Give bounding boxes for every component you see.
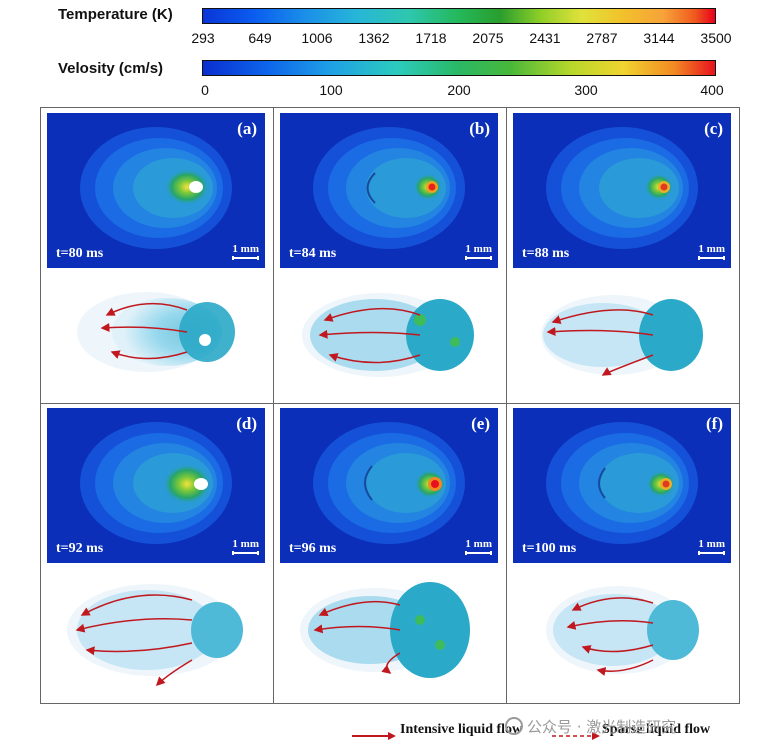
- panel-label: (a): [237, 119, 257, 138]
- watermark-text: 公众号 · 激光制造研究: [527, 718, 677, 736]
- scale-bar: 1 mm: [465, 538, 492, 555]
- temperature-panel-e: (e) t=96 ms 1 mm: [280, 408, 498, 563]
- velocity-colorbar: [202, 60, 716, 76]
- panel-time: t=96 ms: [289, 541, 337, 556]
- melt-pool-contour: [80, 127, 232, 249]
- legend-intensive-flow: Intensive liquid flow: [400, 722, 523, 737]
- scale-bar: 1 mm: [232, 243, 259, 260]
- temperature-panel-a: (a) t=80 ms 1 mm: [47, 113, 265, 268]
- scale-label: 1 mm: [698, 538, 725, 550]
- flow-field-b: [302, 293, 474, 377]
- melt-pool-contour: [546, 127, 698, 249]
- watermark: 公众号 · 激光制造研究: [505, 716, 676, 737]
- panel-time: t=88 ms: [522, 246, 570, 261]
- wechat-icon: [505, 717, 523, 735]
- scale-bar: 1 mm: [698, 538, 725, 555]
- melt-pool-contour: [80, 422, 232, 544]
- scale-label: 1 mm: [465, 538, 492, 550]
- scale-label: 1 mm: [465, 243, 492, 255]
- temperature-tick: 3500: [700, 30, 732, 46]
- panel-label: (c): [704, 119, 723, 138]
- grid-divider: [41, 403, 739, 404]
- panel-time: t=92 ms: [56, 541, 104, 556]
- temperature-tick: 1006: [301, 30, 333, 46]
- temperature-tick: 1362: [358, 30, 390, 46]
- scale-label: 1 mm: [698, 243, 725, 255]
- scale-label: 1 mm: [232, 538, 259, 550]
- melt-pool-contour: [546, 422, 698, 544]
- flow-field-c: [541, 295, 703, 376]
- panel-time: t=84 ms: [289, 246, 337, 261]
- velocity-colorbar-title: Velosity (cm/s): [58, 60, 164, 77]
- scale-bar: 1 mm: [232, 538, 259, 555]
- legend-sparse-flow: Sparse liquid flow: [602, 722, 711, 737]
- intensive-flow-arrow-icon: [352, 732, 396, 740]
- velocity-tick: 300: [574, 82, 598, 98]
- temperature-tick: 2431: [529, 30, 561, 46]
- grid-divider: [273, 108, 274, 703]
- panel-label: (b): [469, 119, 490, 138]
- scale-label: 1 mm: [232, 243, 259, 255]
- temperature-panel-f: (f) t=100 ms 1 mm: [513, 408, 731, 563]
- temperature-tick: 649: [248, 30, 272, 46]
- melt-pool-contour: [313, 127, 465, 249]
- temperature-colorbar-title: Temperature (K): [58, 6, 173, 23]
- flow-field-e: [300, 582, 470, 678]
- temperature-panel-b: (b) t=84 ms 1 mm: [280, 113, 498, 268]
- temperature-tick: 3144: [643, 30, 675, 46]
- scale-bar: 1 mm: [698, 243, 725, 260]
- panel-time: t=100 ms: [522, 541, 577, 556]
- sparse-flow-arrow-icon: [552, 732, 600, 740]
- velocity-tick: 100: [319, 82, 343, 98]
- melt-pool-contour: [313, 422, 465, 544]
- temperature-panel-c: (c) t=88 ms 1 mm: [513, 113, 731, 268]
- panel-time: t=80 ms: [56, 246, 104, 261]
- flow-field-a: [77, 292, 235, 372]
- flow-field-d: [67, 584, 243, 687]
- figure-grid: [40, 107, 740, 704]
- flow-field-f: [546, 586, 699, 676]
- temperature-panel-d: (d) t=92 ms 1 mm: [47, 408, 265, 563]
- temperature-tick: 1718: [415, 30, 447, 46]
- velocity-tick: 0: [201, 82, 209, 98]
- scale-bar: 1 mm: [465, 243, 492, 260]
- panel-label: (e): [471, 414, 490, 433]
- grid-divider: [506, 108, 507, 703]
- temperature-tick: 2075: [472, 30, 504, 46]
- temperature-tick: 2787: [586, 30, 618, 46]
- velocity-tick: 400: [700, 82, 724, 98]
- panel-label: (f): [706, 414, 723, 433]
- velocity-tick: 200: [447, 82, 471, 98]
- temperature-colorbar: [202, 8, 716, 24]
- temperature-tick: 293: [191, 30, 215, 46]
- panel-label: (d): [236, 414, 257, 433]
